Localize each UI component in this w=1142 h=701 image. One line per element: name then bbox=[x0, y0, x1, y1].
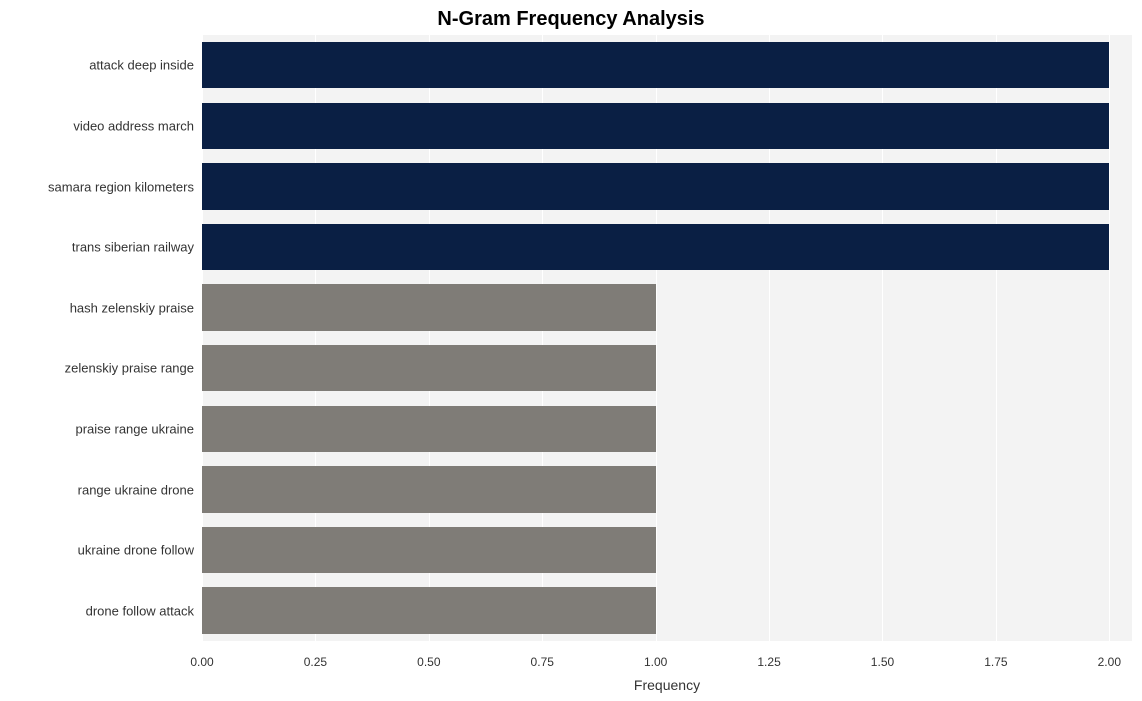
bar bbox=[202, 466, 656, 512]
y-tick-label: drone follow attack bbox=[86, 603, 202, 618]
y-tick-label: hash zelenskiy praise bbox=[70, 300, 202, 315]
y-tick-label: ukraine drone follow bbox=[78, 543, 202, 558]
gridline bbox=[1109, 35, 1110, 641]
bar bbox=[202, 42, 1109, 88]
bar bbox=[202, 163, 1109, 209]
x-tick-label: 1.25 bbox=[757, 655, 780, 669]
y-tick-label: video address march bbox=[73, 118, 202, 133]
y-tick-label: trans siberian railway bbox=[72, 240, 202, 255]
bar bbox=[202, 406, 656, 452]
y-tick-label: praise range ukraine bbox=[75, 421, 202, 436]
chart-title: N-Gram Frequency Analysis bbox=[0, 8, 1142, 31]
x-tick-label: 0.75 bbox=[531, 655, 554, 669]
x-tick-label: 0.25 bbox=[304, 655, 327, 669]
x-tick-label: 2.00 bbox=[1098, 655, 1121, 669]
x-axis-label: Frequency bbox=[202, 677, 1132, 693]
bar bbox=[202, 345, 656, 391]
bar bbox=[202, 587, 656, 633]
x-tick-label: 0.50 bbox=[417, 655, 440, 669]
y-tick-label: zelenskiy praise range bbox=[65, 361, 202, 376]
bar bbox=[202, 527, 656, 573]
bar bbox=[202, 103, 1109, 149]
bar bbox=[202, 284, 656, 330]
plot-area: attack deep insidevideo address marchsam… bbox=[202, 35, 1132, 641]
x-tick-label: 1.00 bbox=[644, 655, 667, 669]
y-tick-label: range ukraine drone bbox=[78, 482, 202, 497]
y-tick-label: attack deep inside bbox=[89, 58, 202, 73]
y-tick-label: samara region kilometers bbox=[48, 179, 202, 194]
x-tick-label: 1.75 bbox=[984, 655, 1007, 669]
x-tick-label: 0.00 bbox=[190, 655, 213, 669]
ngram-chart: N-Gram Frequency Analysis attack deep in… bbox=[0, 0, 1142, 701]
x-tick-label: 1.50 bbox=[871, 655, 894, 669]
bar bbox=[202, 224, 1109, 270]
